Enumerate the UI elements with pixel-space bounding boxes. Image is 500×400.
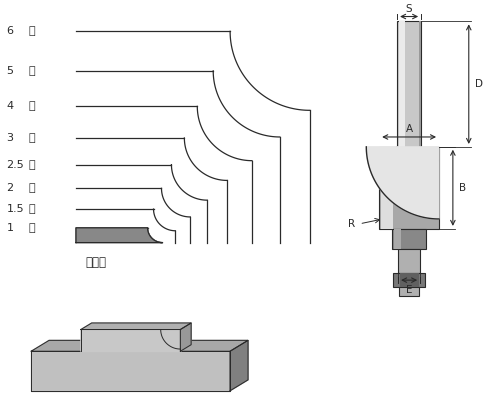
Text: 3: 3 [6, 133, 14, 143]
Bar [382, 147, 393, 229]
Bar [380, 147, 439, 229]
Text: E: E [406, 285, 412, 295]
Polygon shape [31, 351, 230, 391]
Bar [398, 248, 420, 273]
Polygon shape [81, 330, 180, 351]
Text: 分: 分 [28, 183, 35, 193]
Bar [420, 22, 421, 147]
Text: R: R [348, 219, 356, 229]
Text: 分: 分 [28, 160, 35, 170]
Polygon shape [81, 323, 191, 330]
Polygon shape [366, 147, 439, 219]
Bar [400, 273, 418, 287]
Bar [397, 22, 421, 147]
Text: 分: 分 [28, 223, 35, 233]
Text: 1: 1 [6, 223, 14, 233]
Text: 分: 分 [28, 26, 35, 36]
Bar [399, 287, 419, 296]
Text: 分: 分 [28, 66, 35, 76]
Text: 分: 分 [28, 133, 35, 143]
Text: 5: 5 [6, 66, 14, 76]
Text: B: B [459, 183, 466, 193]
Bar [394, 229, 401, 248]
Bar [398, 22, 406, 147]
Polygon shape [31, 340, 248, 351]
Text: 2.5: 2.5 [6, 160, 24, 170]
Bar [393, 273, 425, 287]
Text: 1.5: 1.5 [6, 204, 24, 214]
Text: 6: 6 [6, 26, 14, 36]
Text: 2: 2 [6, 183, 14, 193]
Text: 被削材: 被削材 [86, 256, 106, 269]
Text: D: D [474, 79, 482, 89]
Text: S: S [406, 4, 412, 14]
Polygon shape [81, 330, 180, 351]
Polygon shape [380, 147, 439, 161]
Text: 4: 4 [6, 101, 14, 111]
Text: A: A [406, 124, 412, 134]
Text: 分: 分 [28, 204, 35, 214]
Bar [392, 229, 426, 248]
Polygon shape [180, 323, 191, 351]
Polygon shape [76, 228, 162, 243]
Text: 分: 分 [28, 101, 35, 111]
Polygon shape [230, 340, 248, 391]
